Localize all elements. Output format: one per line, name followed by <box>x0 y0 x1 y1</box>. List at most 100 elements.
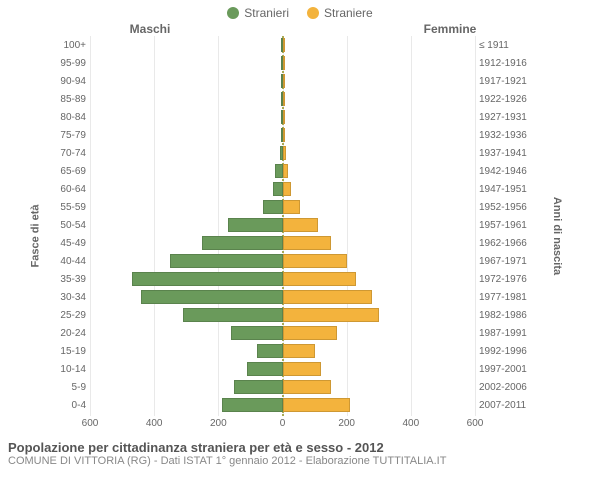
birth-label: 1972-1976 <box>475 274 530 285</box>
bar-container <box>90 162 475 180</box>
x-tick: 400 <box>402 418 419 429</box>
birth-label: 1947-1951 <box>475 184 530 195</box>
bar-male <box>231 326 282 340</box>
caption-title: Popolazione per cittadinanza straniera p… <box>8 440 592 455</box>
birth-label: 1922-1926 <box>475 94 530 105</box>
bar-female <box>283 92 285 106</box>
legend-item: Straniere <box>307 6 373 20</box>
bar-container <box>90 144 475 162</box>
age-label: 50-54 <box>55 220 90 231</box>
birth-label: ≤ 1911 <box>475 40 530 51</box>
bar-container <box>90 108 475 126</box>
birth-label: 1952-1956 <box>475 202 530 213</box>
legend-swatch <box>307 7 319 19</box>
birth-label: 2002-2006 <box>475 382 530 393</box>
bar-container <box>90 72 475 90</box>
bar-female <box>283 218 318 232</box>
bar-male <box>132 272 283 286</box>
pyramid-row: 40-441967-1971 <box>55 252 530 270</box>
birth-label: 1987-1991 <box>475 328 530 339</box>
bar-container <box>90 180 475 198</box>
bar-female <box>283 272 357 286</box>
bar-container <box>90 252 475 270</box>
x-tick: 600 <box>467 418 484 429</box>
bar-female <box>283 128 285 142</box>
pyramid-row: 100+ ≤ 1911 <box>55 36 530 54</box>
bar-container <box>90 126 475 144</box>
bar-male <box>170 254 282 268</box>
age-label: 95-99 <box>55 58 90 69</box>
bar-male <box>228 218 283 232</box>
pyramid-row: 90-941917-1921 <box>55 72 530 90</box>
x-tick: 200 <box>210 418 227 429</box>
bar-container <box>90 342 475 360</box>
bar-female <box>283 290 373 304</box>
bar-male <box>222 398 283 412</box>
bar-container <box>90 378 475 396</box>
bar-female <box>283 182 292 196</box>
pyramid-row: 65-69 1942-1946 <box>55 162 530 180</box>
bar-female <box>283 344 315 358</box>
age-label: 5-9 <box>55 382 90 393</box>
pyramid-row: 60-641947-1951 <box>55 180 530 198</box>
pyramid-row: 25-291982-1986 <box>55 306 530 324</box>
age-label: 100+ <box>55 40 90 51</box>
age-label: 75-79 <box>55 130 90 141</box>
birth-label: 1962-1966 <box>475 238 530 249</box>
age-label: 30-34 <box>55 292 90 303</box>
column-headers: Maschi Femmine <box>0 20 600 36</box>
birth-label: 1912-1916 <box>475 58 530 69</box>
bar-female <box>283 146 286 160</box>
bar-female <box>283 164 289 178</box>
birth-label: 1977-1981 <box>475 292 530 303</box>
age-label: 85-89 <box>55 94 90 105</box>
bar-female <box>283 38 285 52</box>
bar-male <box>257 344 283 358</box>
pyramid-row: 50-54 1957-1961 <box>55 216 530 234</box>
pyramid-row: 35-391972-1976 <box>55 270 530 288</box>
birth-label: 1957-1961 <box>475 220 530 231</box>
pyramid-row: 15-19 1992-1996 <box>55 342 530 360</box>
bar-container <box>90 198 475 216</box>
caption-subtitle: COMUNE DI VITTORIA (RG) - Dati ISTAT 1° … <box>8 455 592 467</box>
birth-label: 1937-1941 <box>475 148 530 159</box>
caption: Popolazione per cittadinanza straniera p… <box>0 436 600 467</box>
pyramid-row: 45-491962-1966 <box>55 234 530 252</box>
bar-female <box>283 254 347 268</box>
bar-container <box>90 270 475 288</box>
birth-label: 1942-1946 <box>475 166 530 177</box>
bar-container <box>90 324 475 342</box>
pyramid-row: 95-99 1912-1916 <box>55 54 530 72</box>
bar-container <box>90 288 475 306</box>
bar-female <box>283 380 331 394</box>
age-label: 65-69 <box>55 166 90 177</box>
bar-female <box>283 362 322 376</box>
age-label: 0-4 <box>55 400 90 411</box>
pyramid-row: 0-42007-2011 <box>55 396 530 414</box>
bar-male <box>141 290 282 304</box>
legend-swatch <box>227 7 239 19</box>
x-tick: 200 <box>338 418 355 429</box>
birth-label: 1927-1931 <box>475 112 530 123</box>
bar-male <box>202 236 282 250</box>
bar-male <box>273 182 283 196</box>
pyramid-row: 55-591952-1956 <box>55 198 530 216</box>
age-label: 80-84 <box>55 112 90 123</box>
y-axis-left-title: Fasce di età <box>29 205 41 268</box>
header-male: Maschi <box>0 22 300 36</box>
age-label: 40-44 <box>55 256 90 267</box>
birth-label: 1982-1986 <box>475 310 530 321</box>
bar-female <box>283 110 285 124</box>
plot: 100+≤ 191195-991912-191690-941917-192185… <box>55 36 530 416</box>
pyramid-row: 85-89 1922-1926 <box>55 90 530 108</box>
pyramid-row: 80-84 1927-1931 <box>55 108 530 126</box>
age-label: 10-14 <box>55 364 90 375</box>
bar-male <box>275 164 282 178</box>
birth-label: 1992-1996 <box>475 346 530 357</box>
bar-male <box>263 200 282 214</box>
chart-area: Fasce di età Anni di nascita 100+≤ 19119… <box>0 36 600 436</box>
bar-container <box>90 396 475 414</box>
age-label: 15-19 <box>55 346 90 357</box>
birth-label: 1997-2001 <box>475 364 530 375</box>
legend-label: Straniere <box>324 6 373 20</box>
